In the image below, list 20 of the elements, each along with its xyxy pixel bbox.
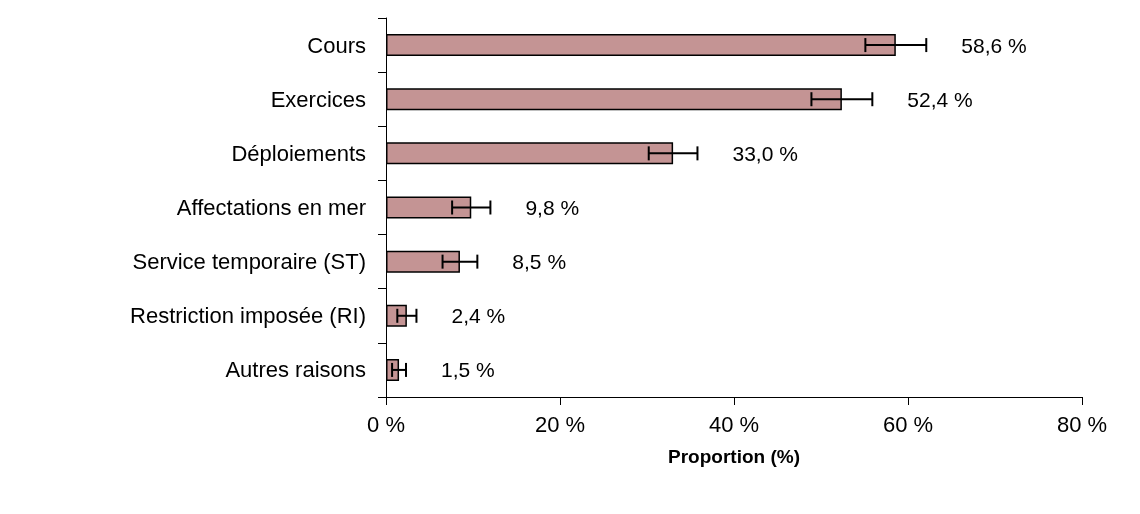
data-label: 52,4 %	[907, 87, 973, 111]
x-tick-label: 0 %	[367, 411, 405, 437]
x-axis-title: Proportion (%)	[668, 446, 800, 467]
data-label: 1,5 %	[441, 358, 495, 382]
data-label: 8,5 %	[512, 250, 567, 274]
data-label: 58,6 %	[961, 33, 1027, 57]
y-tick-label: Exercices	[270, 86, 366, 112]
x-tick-label: 20 %	[534, 411, 586, 437]
x-tick-label: 80 %	[1056, 411, 1108, 437]
x-tick-label: 60 %	[882, 411, 934, 437]
data-label: 33,0 %	[732, 141, 798, 165]
data-label: 2,4 %	[451, 304, 506, 328]
y-tick-label: Service temporaire (ST)	[132, 249, 366, 275]
y-tick-label: Cours	[307, 32, 366, 58]
x-tick-label: 40 %	[708, 411, 760, 437]
data-label: 9,8 %	[525, 196, 580, 219]
y-tick-label: Affectations en mer	[176, 195, 366, 220]
y-tick-label: Restriction imposée (RI)	[130, 303, 366, 329]
y-tick-label: Autres raisons	[225, 357, 366, 383]
y-tick-label: Déploiements	[231, 140, 366, 166]
